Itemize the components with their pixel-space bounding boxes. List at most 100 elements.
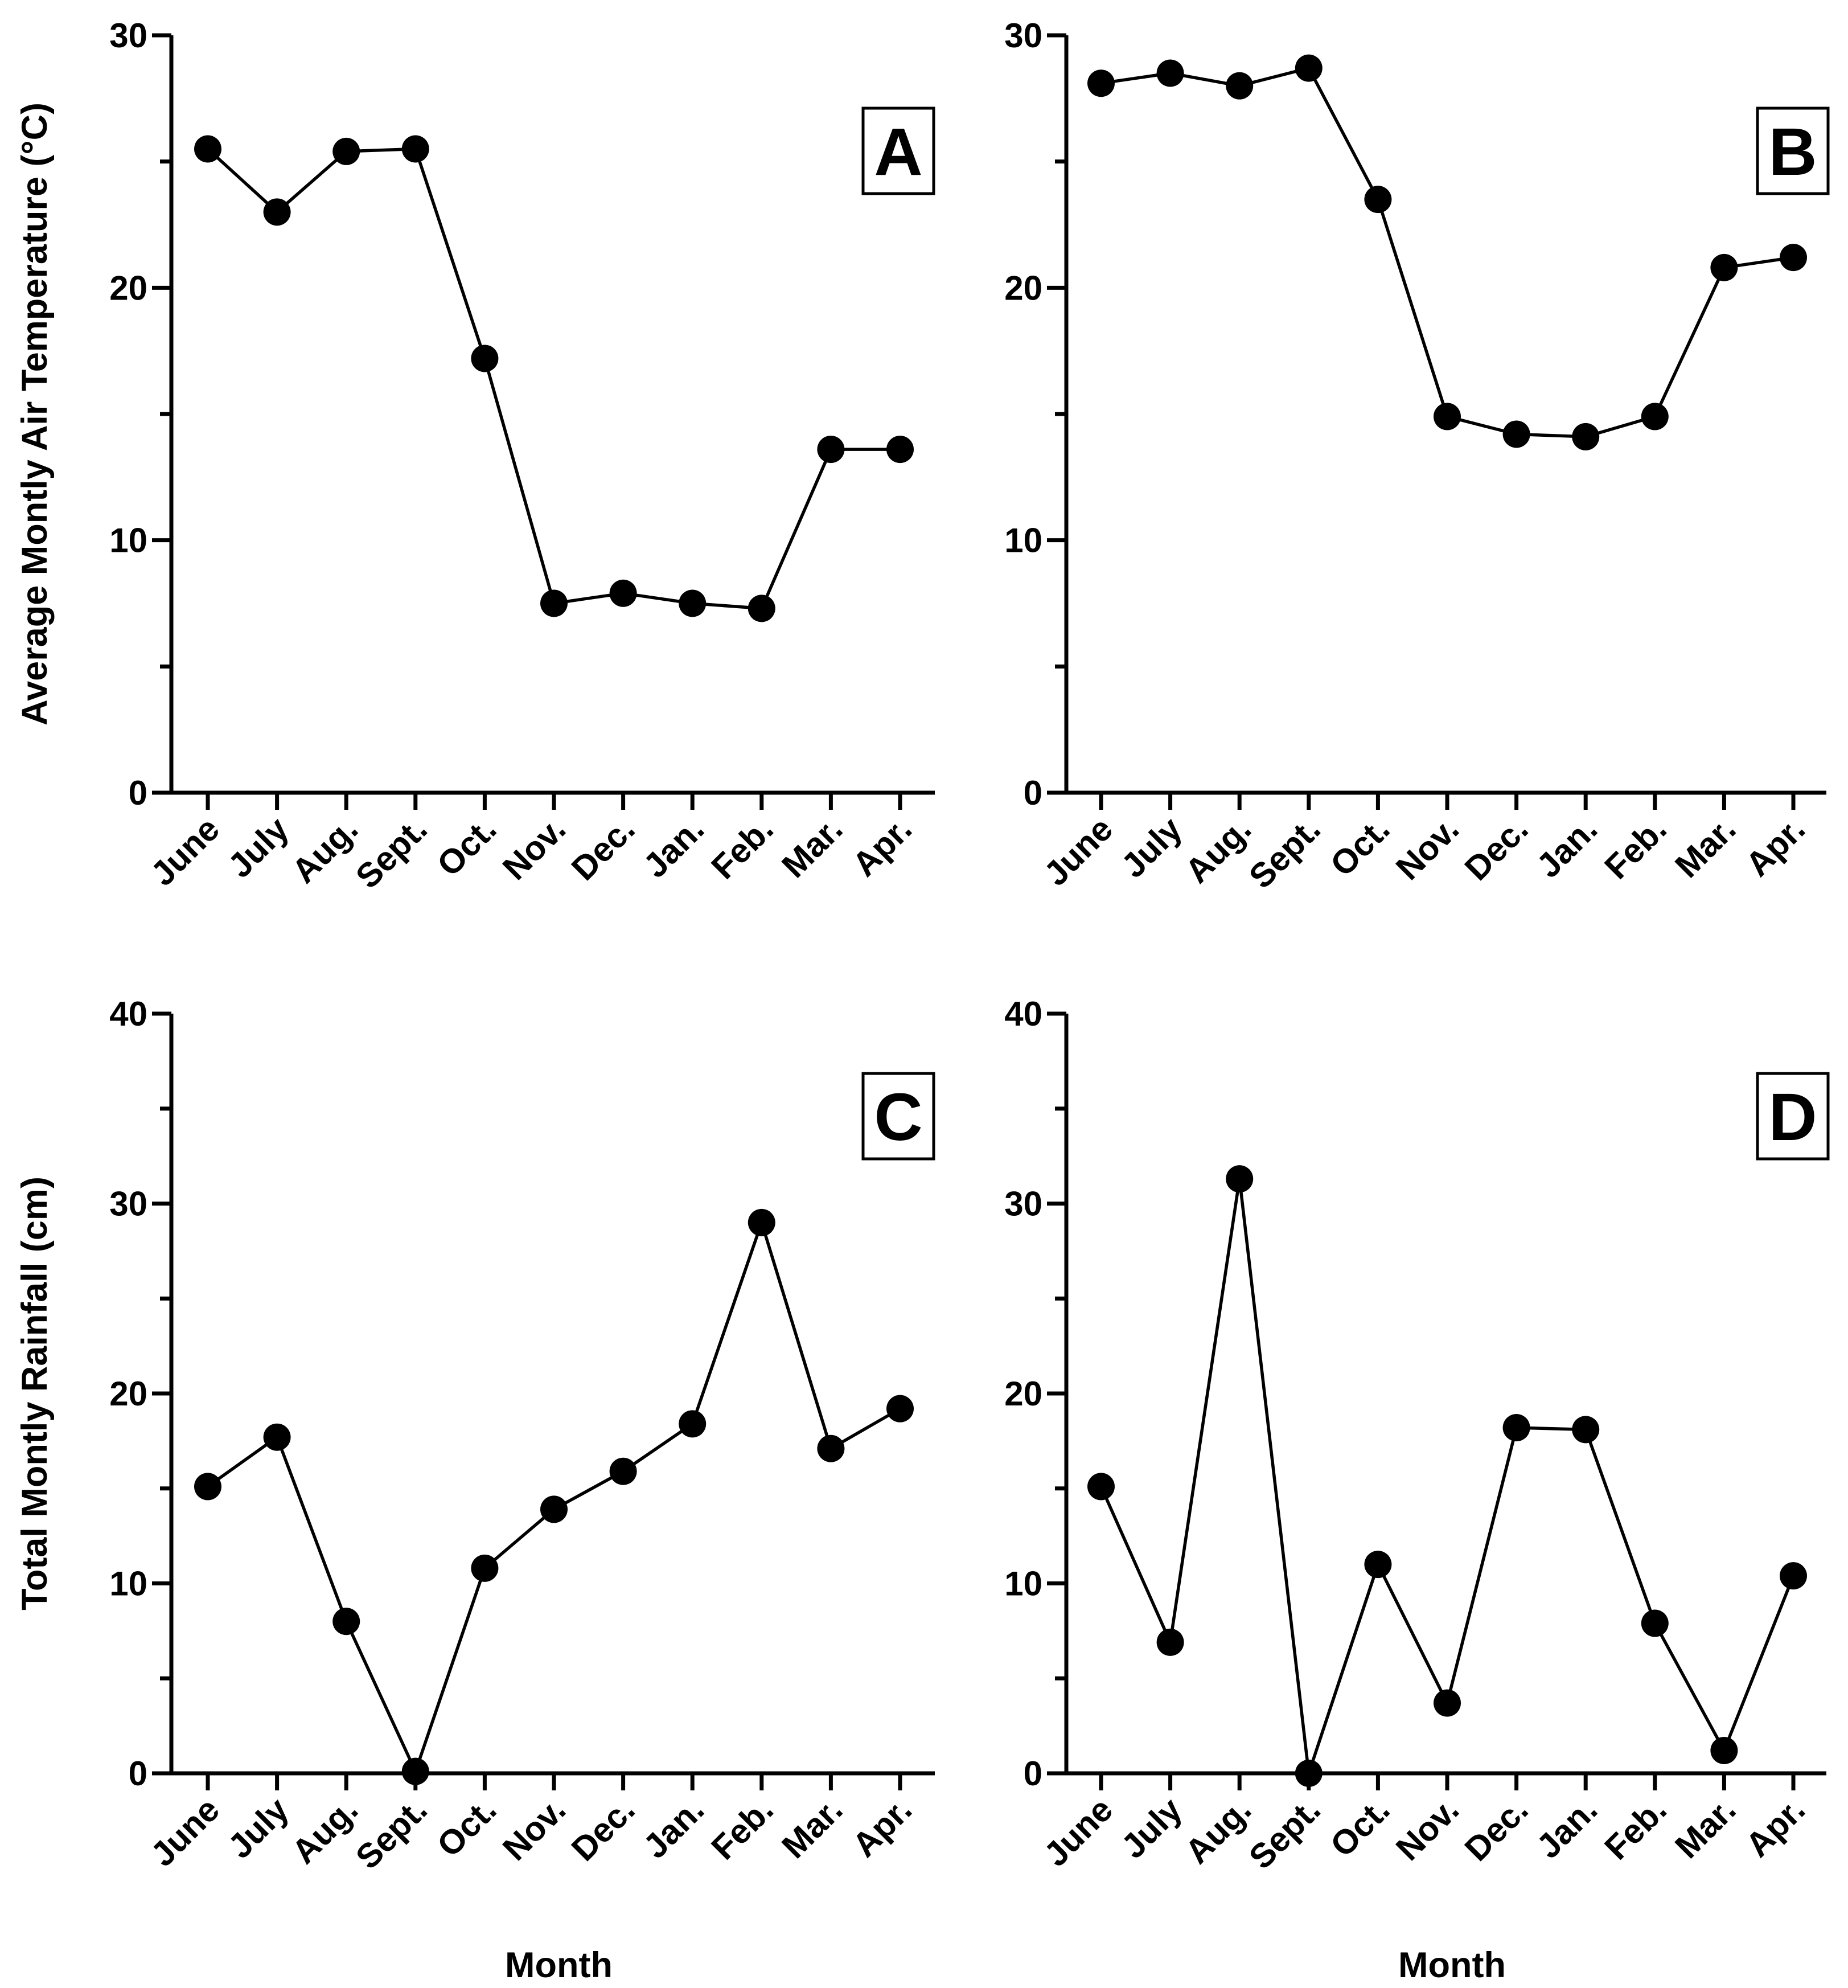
panel-b-data-point: [1295, 54, 1323, 82]
panel-a-data-point: [609, 579, 637, 607]
panel-b-data-point: [1434, 403, 1461, 431]
panel-b-data-point: [1156, 59, 1184, 87]
panel-c-data-point: [748, 1208, 775, 1236]
panel-d-data-point: [1364, 1551, 1392, 1579]
panel-d-data-point: [1572, 1416, 1600, 1444]
panel-c-y-axis-title: Total Montly Rainfall (cm): [15, 1177, 55, 1610]
panel-c-x-tick-label: Sept.: [348, 1790, 434, 1876]
panel-b-y-tick-label: 0: [1024, 774, 1042, 812]
panel-d-data-point: [1641, 1609, 1669, 1637]
panel-d-x-tick-label: Feb.: [1597, 1790, 1674, 1867]
panel-c-data-point: [194, 1473, 221, 1501]
panel-b-x-tick-label: Mar.: [1668, 810, 1743, 885]
panel-c-x-tick-label: Jan.: [636, 1790, 711, 1866]
panel-b-letter-box: [1756, 106, 1830, 195]
panel-d-x-axis-title: Month: [1398, 1945, 1506, 1985]
panel-b-x-tick-label: Feb.: [1597, 810, 1674, 887]
panel-a-data-point: [817, 436, 845, 464]
panel-a-x-tick-label: July: [221, 809, 297, 885]
panel-b-x-tick-label: Sept.: [1242, 810, 1328, 896]
panel-a-data-point: [401, 135, 429, 163]
panel-c-y-tick-label: 40: [109, 995, 147, 1033]
panel-a-chart: 0 10 20 30 JuneJulyAug.Sept.Oct.Nov.Dec.Jan.…: [15, 17, 935, 896]
panel-c-x-tick-label: July: [221, 1790, 297, 1866]
panel-d-y-tick-label: 20: [1004, 1375, 1042, 1413]
panel-b-data-point: [1780, 244, 1807, 272]
panel-d-data-point: [1710, 1736, 1738, 1764]
panel-c-data-point: [401, 1757, 429, 1785]
panel-a-y-axis-title: Average Montly Air Temperature (°C): [15, 103, 55, 725]
panel-b-data-point: [1087, 69, 1115, 97]
panel-b-data-point: [1226, 72, 1254, 100]
panel-c-x-axis-title: Month: [505, 1945, 613, 1985]
panel-a-data-point: [540, 589, 568, 617]
panel-b-x-tick-label: Nov.: [1389, 810, 1466, 887]
panel-b-data-point: [1572, 423, 1600, 450]
panel-a-y-tick-label: 0: [129, 774, 147, 812]
panel-c-data-point: [332, 1608, 360, 1636]
panel-c-data-point: [817, 1434, 845, 1462]
panel-c-x-tick-label: Apr.: [845, 1790, 919, 1864]
panel-c-x-tick-label: Mar.: [774, 1790, 849, 1866]
panel-d-data-point: [1226, 1165, 1254, 1193]
panel-c-x-tick-label: Oct.: [430, 1790, 504, 1864]
panel-b-x-tick-label: June: [1037, 810, 1120, 893]
panel-d-letter-box: [1756, 1072, 1830, 1161]
panel-c-letter-box: [861, 1072, 935, 1161]
panel-c-data-point: [471, 1554, 499, 1582]
panel-b-data-point: [1641, 403, 1669, 431]
panel-d-chart: 0 10 20 30 40 JuneJulyAug.Sept.Oct.Nov.Dec.Ja…: [1004, 995, 1830, 1985]
panel-b-y-tick-label: 20: [1004, 269, 1042, 307]
panel-a-data-point: [886, 436, 914, 464]
panel-b-x-tick-label: Aug.: [1178, 810, 1259, 891]
panel-a-x-tick-label: Jan.: [636, 810, 711, 885]
panel-a-x-tick-label: Nov.: [495, 810, 573, 887]
panel-a-x-tick-label: Mar.: [774, 810, 849, 885]
panel-c-chart: 0 10 20 30 40 JuneJulyAug.Sept.Oct.Nov.Dec.Ja…: [15, 995, 935, 1985]
panel-d-y-tick-label: 10: [1004, 1565, 1042, 1603]
panel-d-x-tick-label: July: [1114, 1790, 1190, 1866]
panel-c-y-tick-label: 0: [129, 1755, 147, 1793]
panel-a-data-point: [263, 198, 291, 226]
panel-d-data-point: [1502, 1414, 1530, 1442]
panel-c-letter: C: [874, 1080, 922, 1155]
panel-d-data-point: [1780, 1562, 1807, 1590]
panel-d-x-tick-label: Oct.: [1323, 1790, 1397, 1864]
panel-d-x-tick-label: June: [1037, 1790, 1120, 1874]
panel-a-x-tick-label: Aug.: [285, 810, 366, 891]
panel-c-data-point: [886, 1395, 914, 1423]
panel-a-data-point: [194, 135, 221, 163]
panel-a-data-point: [679, 589, 707, 617]
panel-a-x-tick-label: Sept.: [348, 810, 434, 896]
panel-a-data-point: [332, 137, 360, 165]
panel-a-x-tick-label: Oct.: [430, 810, 504, 884]
panel-a-x-tick-label: June: [143, 810, 227, 893]
panel-c-y-tick-label: 30: [109, 1185, 147, 1223]
panel-b-x-tick-label: Jan.: [1529, 810, 1604, 885]
panel-a-letter: A: [874, 114, 922, 190]
panel-a-letter-box: [861, 106, 935, 195]
panel-b-x-tick-label: July: [1114, 809, 1190, 885]
panel-b-x-tick-label: Oct.: [1323, 810, 1397, 884]
panel-b-chart: 0 10 20 30 JuneJulyAug.Sept.Oct.Nov.Dec.Jan.…: [1004, 17, 1830, 896]
panel-d-y-tick-label: 0: [1024, 1755, 1042, 1793]
panel-a-y-tick-label: 30: [109, 17, 147, 55]
panel-c-x-tick-label: Aug.: [285, 1790, 366, 1871]
panel-b-x-tick-label: Dec.: [1457, 810, 1535, 888]
panel-b-data-point: [1710, 253, 1738, 281]
panel-b-y-tick-label: 30: [1004, 17, 1042, 55]
panel-c-x-tick-label: June: [143, 1790, 227, 1874]
panel-d-x-tick-label: Nov.: [1389, 1790, 1466, 1868]
panel-c-data-point: [540, 1495, 568, 1523]
panel-a-y-tick-label: 10: [109, 522, 147, 560]
panel-d-x-tick-label: Dec.: [1457, 1790, 1535, 1868]
panel-d-x-tick-label: Mar.: [1668, 1790, 1743, 1866]
panel-b-data-point: [1364, 186, 1392, 214]
panel-d-data-point: [1434, 1689, 1461, 1717]
panel-d-data-point: [1295, 1760, 1323, 1787]
panel-d-series-line: [1099, 1177, 1795, 1775]
panel-a-x-tick-label: Feb.: [704, 810, 781, 887]
panel-d-x-tick-label: Jan.: [1529, 1790, 1604, 1866]
panel-a-y-tick-label: 20: [109, 269, 147, 307]
